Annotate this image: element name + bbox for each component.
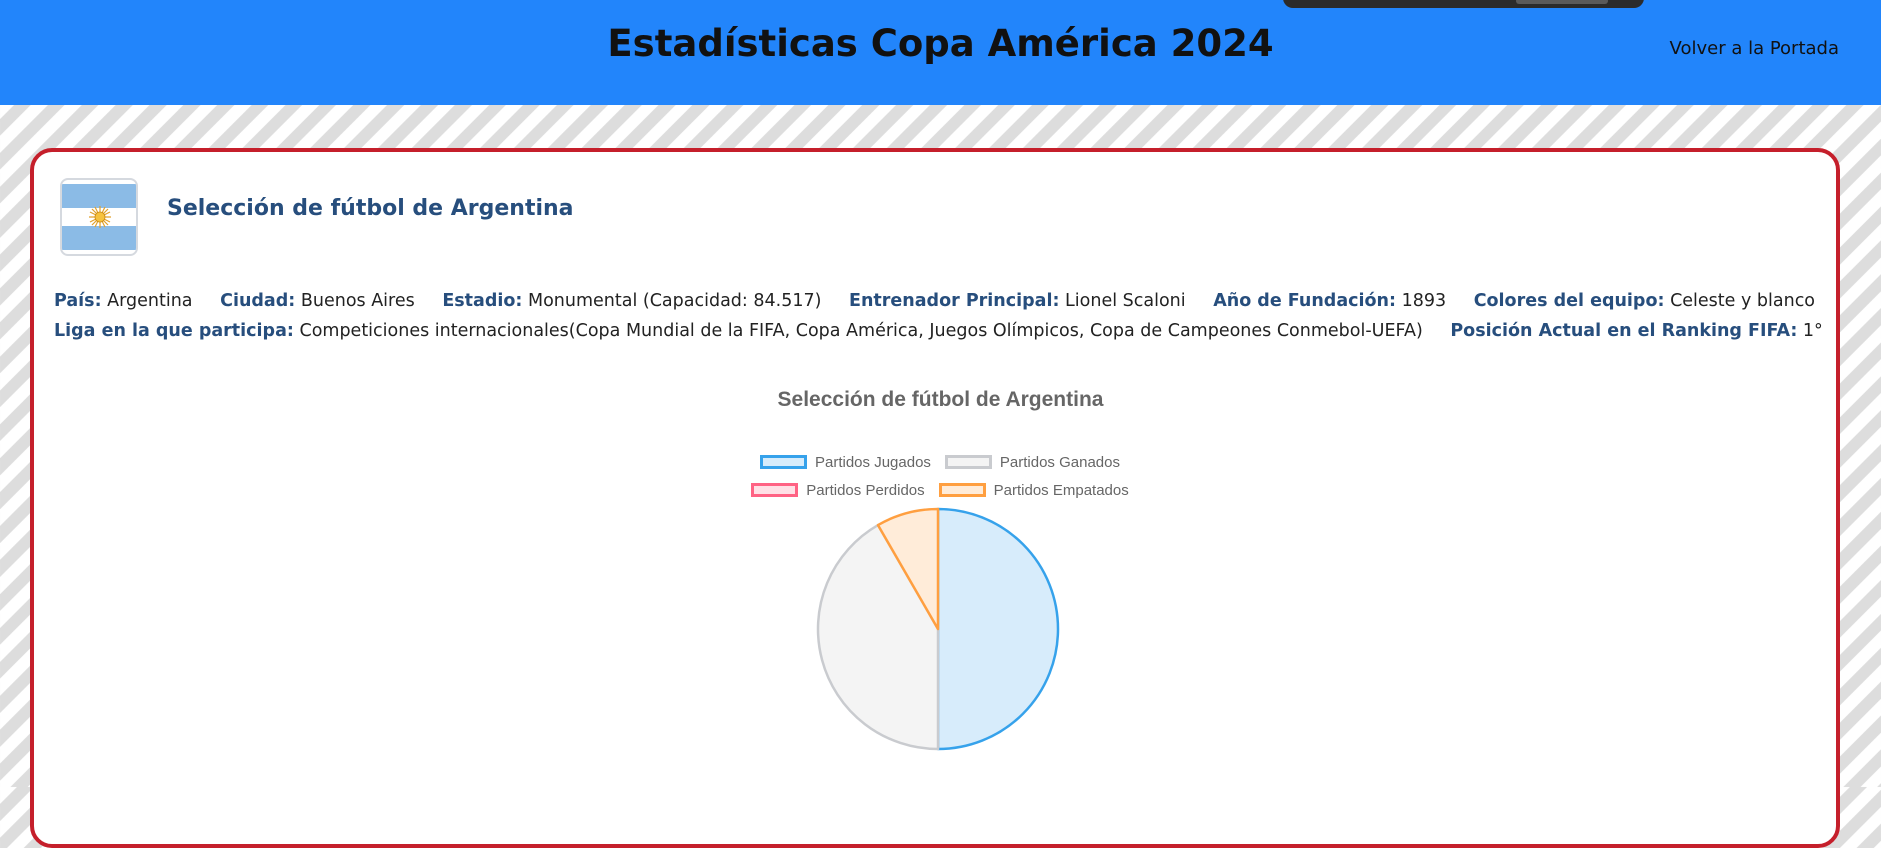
entrenador-label: Entrenador Principal: (849, 291, 1060, 311)
flag-bottom-band (62, 226, 136, 250)
fundacion-label: Año de Fundación: (1213, 291, 1396, 311)
legend-row-1: Partidos Jugados Partidos Ganados (700, 448, 1180, 476)
entrenador-value: Lionel Scaloni (1065, 291, 1186, 311)
legend-swatch-perdidos (751, 483, 799, 497)
top-navbar: Estadísticas Copa América 2024 Volver a … (0, 0, 1881, 105)
ranking-value: 1° (1802, 321, 1823, 341)
legend-label-ganados: Partidos Ganados (999, 453, 1120, 471)
chart-legend: Partidos Jugados Partidos Ganados Partid… (700, 448, 1180, 504)
legend-item-perdidos[interactable]: Partidos Perdidos (751, 481, 925, 499)
page-title: Estadísticas Copa América 2024 (607, 22, 1274, 65)
fundacion-value: 1893 (1401, 291, 1447, 311)
legend-swatch-jugados (760, 455, 807, 469)
legend-row-2: Partidos Perdidos Partidos Empatados (700, 476, 1180, 504)
sun-of-may-icon (89, 206, 111, 228)
legend-item-empatados[interactable]: Partidos Empatados (938, 481, 1129, 499)
legend-label-empatados: Partidos Empatados (993, 481, 1129, 499)
ranking-label: Posición Actual en el Ranking FIFA: (1450, 321, 1798, 341)
legend-label-jugados: Partidos Jugados (815, 453, 931, 471)
legend-label-perdidos: Partidos Perdidos (806, 481, 925, 499)
pie-slice-jugados[interactable] (936, 507, 1060, 751)
colores-value: Celeste y blanco (1670, 291, 1816, 311)
colores-label: Colores del equipo: (1473, 291, 1665, 311)
estadio-value: Monumental (Capacidad: 84.517) (527, 291, 822, 311)
pie-slice-empatados[interactable] (876, 507, 940, 631)
pais-value: Argentina (107, 291, 193, 311)
team-name-heading: Selección de fútbol de Argentina (167, 196, 574, 221)
argentina-flag-icon (60, 178, 138, 256)
liga-value: Competiciones internacionales(Copa Mundi… (299, 321, 1423, 341)
ciudad-value: Buenos Aires (300, 291, 415, 311)
pie-slice-ganados[interactable] (816, 523, 940, 751)
liga-label: Liga en la que participa: (54, 321, 294, 341)
pie-chart-container (815, 506, 1061, 752)
pais-label: País: (54, 291, 102, 311)
flag-top-band (62, 184, 136, 208)
legend-swatch-empatados (938, 483, 986, 497)
back-to-home-link[interactable]: Volver a la Portada (1669, 38, 1839, 59)
legend-item-ganados[interactable]: Partidos Ganados (944, 453, 1120, 471)
overlay-toolbar (1283, 0, 1644, 8)
estadio-label: Estadio: (442, 291, 523, 311)
ciudad-label: Ciudad: (220, 291, 296, 311)
team-info: País: Argentina Ciudad: Buenos Aires Est… (54, 286, 1844, 346)
overlay-toolbar-handle (1516, 0, 1608, 4)
legend-swatch-ganados (944, 455, 992, 469)
pie-chart (816, 507, 1060, 751)
chart-title: Selección de fútbol de Argentina (777, 388, 1104, 411)
legend-item-jugados[interactable]: Partidos Jugados (760, 454, 931, 471)
